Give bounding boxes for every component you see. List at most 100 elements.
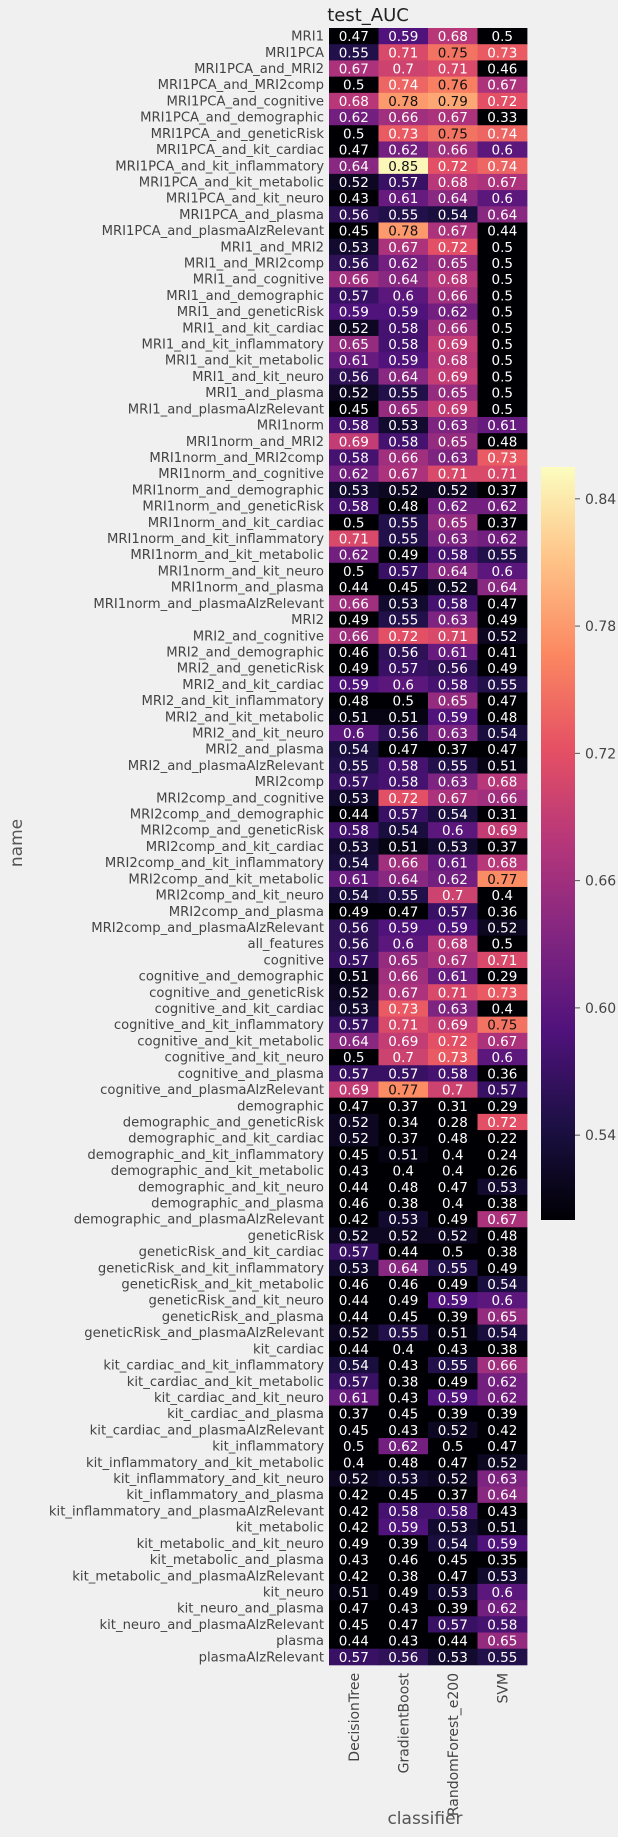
heatmap-cell <box>378 805 429 823</box>
cell-value-label: 0.59 <box>438 1390 468 1406</box>
cell-value-label: 0.57 <box>388 175 418 191</box>
heatmap-cell <box>378 724 429 742</box>
heatmap-cell <box>428 416 478 434</box>
cell-value-label: 0.37 <box>388 1131 418 1147</box>
heatmap-cell <box>329 1356 379 1374</box>
heatmap-cell <box>428 1324 478 1342</box>
heatmap-cell <box>477 1113 528 1131</box>
row-label: MRI1_and_plasmaAlzRelevant <box>128 402 324 417</box>
cell-value-label: 0.71 <box>438 467 468 483</box>
heatmap-cell <box>477 692 528 710</box>
heatmap-cell <box>477 660 528 677</box>
row-label: demographic_and_geneticRisk <box>123 1115 325 1130</box>
heatmap-cell <box>477 935 528 953</box>
row-label: cognitive_and_plasmaAlzRelevant <box>100 1083 324 1098</box>
cell-value-label: 0.65 <box>339 337 369 353</box>
heatmap-cell <box>477 206 528 223</box>
cell-value-label: 0.64 <box>388 872 418 888</box>
heatmap-cell <box>329 416 379 434</box>
heatmap-cell <box>378 692 429 710</box>
cell-value-label: 0.62 <box>487 1374 517 1390</box>
heatmap-cell <box>329 708 379 726</box>
row-label: MRI2comp_and_kit_metabolic <box>128 872 324 887</box>
heatmap-cell <box>428 76 478 94</box>
row-label: MRI1_and_cognitive <box>193 273 324 288</box>
cell-value-label: 0.41 <box>487 645 517 661</box>
row-label: MRI1norm_and_kit_metabolic <box>130 548 324 563</box>
heatmap-cell <box>378 368 429 385</box>
heatmap-cell <box>378 303 429 321</box>
heatmap-cell <box>428 125 478 142</box>
cell-value-label: 0.54 <box>438 807 468 823</box>
heatmap-cell <box>477 579 528 596</box>
heatmap-cell <box>428 303 478 321</box>
heatmap-cell <box>378 1389 429 1406</box>
row-label: MRI2_and_cognitive <box>193 629 324 644</box>
row-label: geneticRisk_and_kit_cardiac <box>139 1245 324 1260</box>
cell-value-label: 0.52 <box>388 1228 418 1244</box>
cell-value-label: 0.71 <box>388 45 418 61</box>
heatmap-cell <box>477 1097 528 1115</box>
cell-value-label: 0.52 <box>339 1228 369 1244</box>
heatmap-cell <box>378 1648 429 1666</box>
cell-value-label: 0.58 <box>339 499 369 515</box>
cell-value-label: 0.5 <box>492 305 513 321</box>
heatmap-cell <box>477 1162 528 1180</box>
heatmap-cell <box>329 1486 379 1504</box>
heatmap-cell <box>477 1567 528 1585</box>
heatmap-cell <box>477 481 528 499</box>
cell-value-label: 0.64 <box>339 1034 369 1050</box>
heatmap-cell <box>378 1454 429 1471</box>
cell-value-label: 0.48 <box>487 1228 517 1244</box>
heatmap-cell <box>329 1259 379 1277</box>
cell-value-label: 0.47 <box>388 742 418 758</box>
cell-value-label: 0.54 <box>339 742 369 758</box>
heatmap-cell <box>378 838 429 855</box>
heatmap-cell <box>329 1324 379 1342</box>
row-label: MRI2_and_kit_neuro <box>192 727 324 742</box>
heatmap-cell <box>329 465 379 483</box>
heatmap-cell <box>378 449 429 466</box>
heatmap-cell <box>378 1194 429 1212</box>
cell-value-label: 0.57 <box>339 1374 369 1390</box>
cell-value-label: 0.48 <box>339 694 369 710</box>
cell-value-label: 0.62 <box>487 499 517 515</box>
heatmap-cell <box>378 44 429 61</box>
cell-value-label: 0.68 <box>339 94 369 110</box>
row-label: MRI1norm_and_geneticRisk <box>142 500 324 515</box>
row-label: MRI2_and_kit_cardiac <box>182 678 324 693</box>
heatmap-cell <box>428 254 478 272</box>
cell-value-label: 0.63 <box>438 418 468 434</box>
heatmap-cell <box>477 822 528 839</box>
cell-value-label: 0.52 <box>339 175 369 191</box>
row-label: MRI1PCA_and_geneticRisk <box>151 127 325 142</box>
heatmap-cell <box>378 28 429 45</box>
row-label: MRI1norm_and_kit_cardiac <box>148 516 324 531</box>
cell-value-label: 0.31 <box>438 1099 468 1115</box>
cell-value-label: 0.67 <box>487 1212 517 1228</box>
cell-value-label: 0.7 <box>442 888 463 904</box>
cell-value-label: 0.22 <box>487 1131 517 1147</box>
heatmap-cell <box>378 222 429 240</box>
cell-value-label: 0.58 <box>388 321 418 337</box>
heatmap-cell <box>428 1616 478 1633</box>
row-label: MRI2 <box>291 613 324 628</box>
cell-value-label: 0.52 <box>487 629 517 645</box>
heatmap-cell <box>477 1535 528 1552</box>
cell-value-label: 0.73 <box>487 45 517 61</box>
cell-value-label: 0.59 <box>438 1293 468 1309</box>
cell-value-label: 0.62 <box>339 548 369 564</box>
heatmap-cell <box>378 870 429 888</box>
heatmap-cell <box>378 1049 429 1066</box>
row-label: kit_inflammatory_and_plasma <box>126 1488 324 1503</box>
heatmap-cell <box>378 92 429 110</box>
heatmap-cell <box>428 562 478 580</box>
row-label: MRI2_and_geneticRisk <box>177 662 325 677</box>
cell-value-label: 0.49 <box>388 1293 418 1309</box>
heatmap-cell <box>378 271 429 288</box>
heatmap-cell <box>428 1405 478 1423</box>
heatmap-cell <box>378 1000 429 1018</box>
cell-value-label: 0.72 <box>438 1034 468 1050</box>
heatmap-cell <box>378 984 429 1001</box>
heatmap-cell <box>378 643 429 661</box>
